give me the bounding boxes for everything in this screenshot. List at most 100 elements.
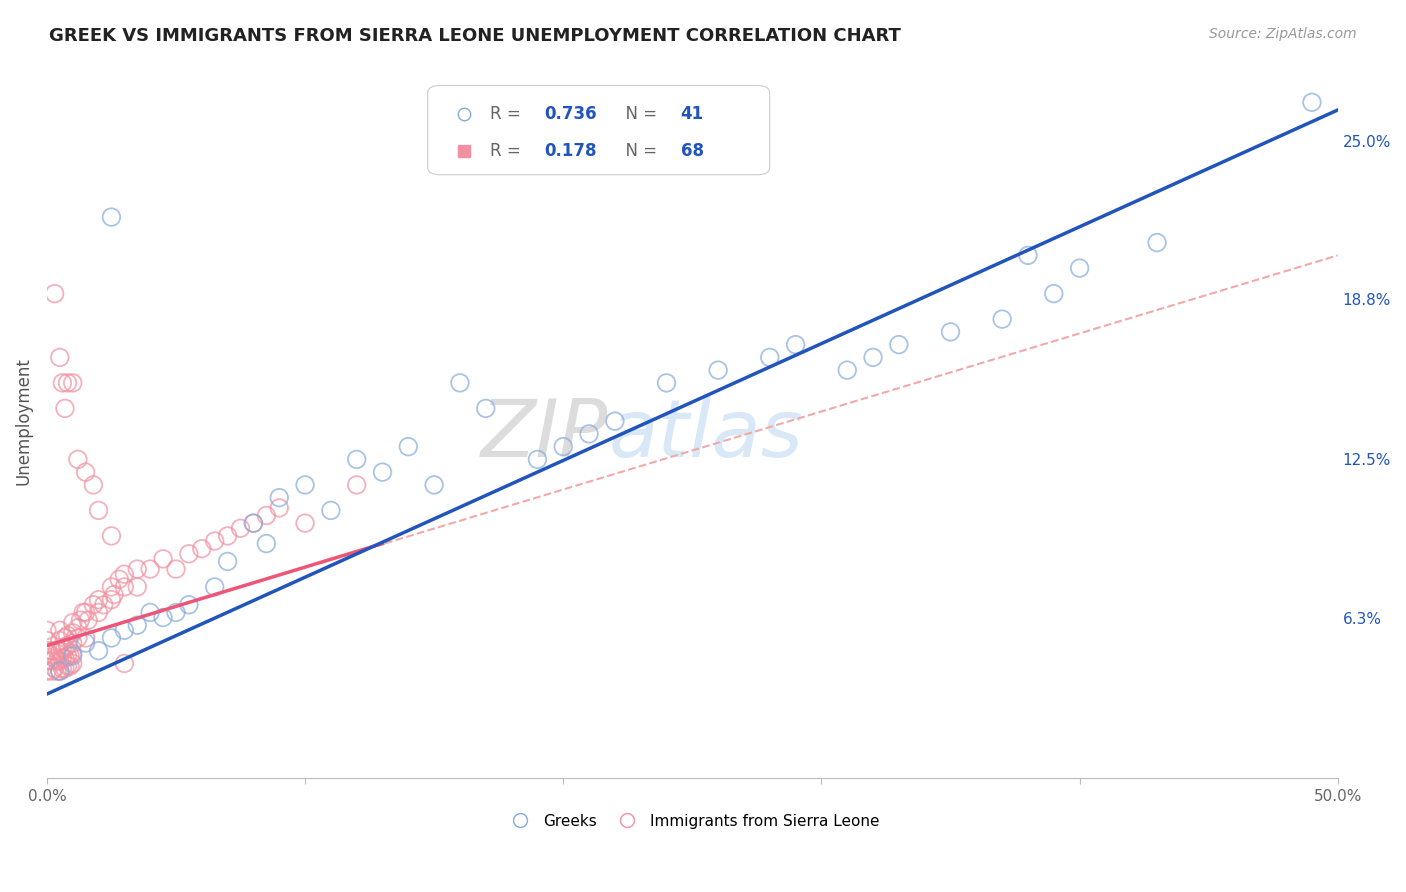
Point [254,508,277,523]
Point [53,651,76,665]
Point [578,426,600,441]
Point [49,664,72,678]
Point [41,664,63,678]
Point [59,648,82,663]
Point [177,547,200,561]
Point [49,624,72,638]
Point [152,552,174,566]
Point [269,491,291,505]
Text: R =: R = [489,142,526,161]
Point [82,478,104,492]
Point [35,624,58,638]
Point [269,500,291,515]
Point [49,643,72,657]
Text: 0.736: 0.736 [544,104,596,122]
Point [1017,248,1039,262]
Point [77,613,100,627]
Point [75,631,97,645]
Point [35,633,58,648]
Point [62,648,84,663]
Point [62,636,84,650]
Point [229,521,252,535]
Text: R =: R = [489,104,526,122]
Point [346,452,368,467]
Point [35,654,58,668]
Point [127,580,149,594]
Point [46,654,69,668]
Point [100,580,122,594]
Point [49,654,72,668]
Point [51,641,73,656]
Point [56,639,79,653]
Point [35,643,58,657]
Point [165,562,187,576]
Legend: Greeks, Immigrants from Sierra Leone: Greeks, Immigrants from Sierra Leone [499,807,886,835]
Point [49,664,72,678]
Point [254,536,277,550]
Point [423,478,446,492]
Point [41,654,63,668]
Point [655,376,678,390]
Text: Source: ZipAtlas.com: Source: ZipAtlas.com [1209,27,1357,41]
Point [82,598,104,612]
Point [87,643,110,657]
Point [56,648,79,663]
Point [152,610,174,624]
FancyBboxPatch shape [427,86,769,175]
Point [204,580,226,594]
Point [346,478,368,492]
Point [139,562,162,576]
Point [66,452,89,467]
Point [139,606,162,620]
Point [56,659,79,673]
Point [62,376,84,390]
Point [242,516,264,531]
Point [53,641,76,656]
Point [44,661,66,675]
Point [56,628,79,642]
Point [785,337,807,351]
Point [72,606,94,620]
Point [553,440,575,454]
Point [100,592,122,607]
Point [51,651,73,665]
Point [371,465,394,479]
Point [103,588,125,602]
Text: N =: N = [614,104,662,122]
Point [991,312,1014,326]
Point [939,325,962,339]
Point [49,351,72,365]
Point [35,664,58,678]
Point [100,631,122,645]
Point [294,478,316,492]
Point [1069,261,1091,276]
Point [707,363,730,377]
Text: 41: 41 [681,104,704,122]
Point [603,414,626,428]
Point [1301,95,1323,110]
Point [53,631,76,645]
Point [46,664,69,678]
Point [127,562,149,576]
Point [112,580,135,594]
Point [204,534,226,549]
Point [112,657,135,671]
Point [87,592,110,607]
Text: 68: 68 [681,142,704,161]
Point [93,598,115,612]
Text: 0.178: 0.178 [544,142,596,161]
Point [62,646,84,660]
Text: GREEK VS IMMIGRANTS FROM SIERRA LEONE UNEMPLOYMENT CORRELATION CHART: GREEK VS IMMIGRANTS FROM SIERRA LEONE UN… [49,27,901,45]
Point [51,376,73,390]
Point [191,541,214,556]
Point [53,661,76,675]
Point [69,613,91,627]
Text: ZIP: ZIP [481,396,609,475]
Point [1146,235,1168,250]
Point [100,529,122,543]
Point [87,606,110,620]
Y-axis label: Unemployment: Unemployment [15,357,32,485]
Point [75,636,97,650]
Point [51,661,73,675]
Point [59,659,82,673]
